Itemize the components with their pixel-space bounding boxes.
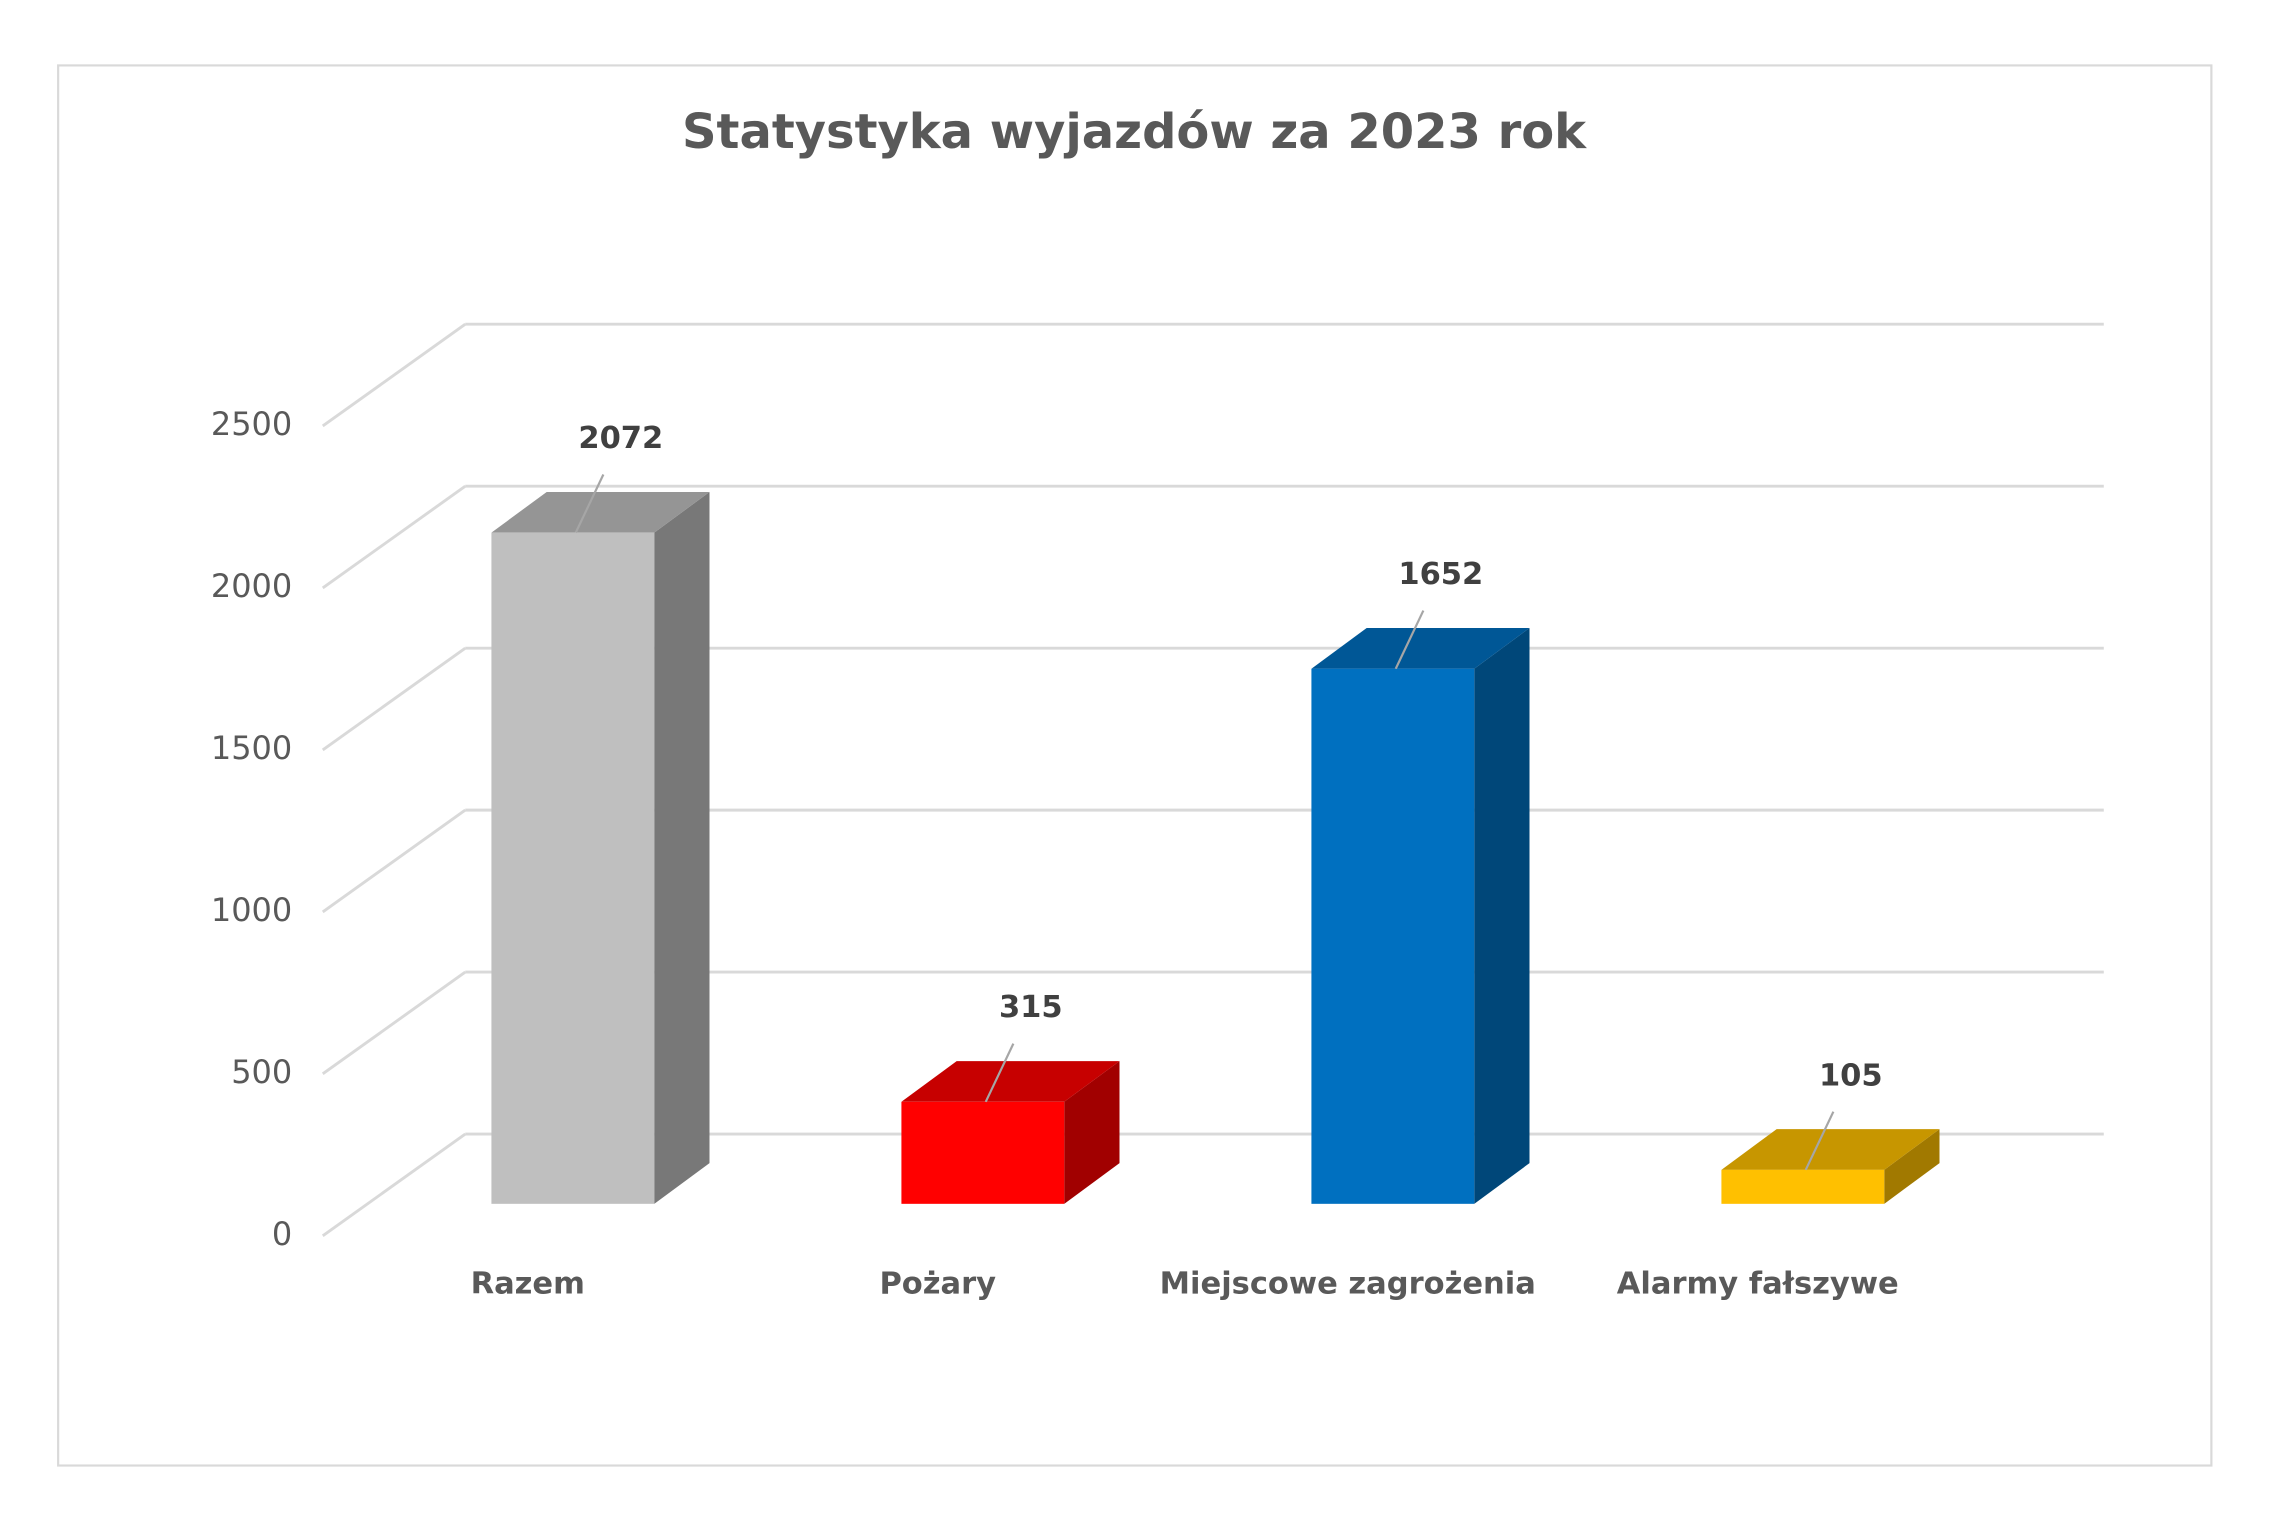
leader-line <box>984 1043 1015 1103</box>
bar-side <box>1064 1061 1120 1204</box>
y-tick-label: 500 <box>231 1053 292 1091</box>
y-tick-label: 1000 <box>211 891 292 929</box>
x-tick-label: Pożary <box>879 1267 996 1302</box>
grid-line <box>321 485 467 590</box>
bar-top <box>901 1061 1120 1102</box>
data-label: 2072 <box>578 421 663 456</box>
data-label: 315 <box>999 990 1063 1025</box>
x-tick-label: Razem <box>471 1267 585 1302</box>
bar <box>491 532 655 1204</box>
x-tick-label: Miejscowe zagrożenia <box>1160 1267 1536 1302</box>
y-tick-label: 2000 <box>211 567 292 605</box>
bar-top <box>1311 627 1530 669</box>
bar-side <box>1884 1129 1940 1204</box>
leader-line <box>574 474 605 534</box>
bar <box>1721 1169 1885 1204</box>
grid-line <box>321 646 467 752</box>
chart-area: Statystyka wyjazdów za 2023 rok 0 500 1000… <box>57 64 2213 1467</box>
y-tick-label: 1500 <box>211 729 292 767</box>
grid-line <box>321 323 467 428</box>
bar-side <box>654 491 710 1204</box>
bar <box>901 1101 1065 1204</box>
chart-border <box>57 64 2213 1467</box>
grid-line <box>321 808 467 914</box>
grid-line <box>321 1132 467 1237</box>
bar-side <box>1474 627 1530 1204</box>
data-label: 105 <box>1819 1058 1883 1093</box>
data-label: 1652 <box>1398 557 1483 592</box>
chart-title: Statystyka wyjazdów za 2023 rok <box>682 104 1587 160</box>
grid-line <box>321 970 467 1076</box>
leader-line <box>1394 610 1425 670</box>
y-tick-label: 2500 <box>211 405 292 443</box>
bar-top <box>491 491 710 533</box>
bar <box>1311 668 1475 1204</box>
y-tick-label: 0 <box>272 1215 292 1253</box>
bar-top <box>1721 1129 1940 1170</box>
x-tick-label: Alarmy fałszywe <box>1617 1267 1899 1302</box>
leader-line <box>1804 1111 1835 1171</box>
